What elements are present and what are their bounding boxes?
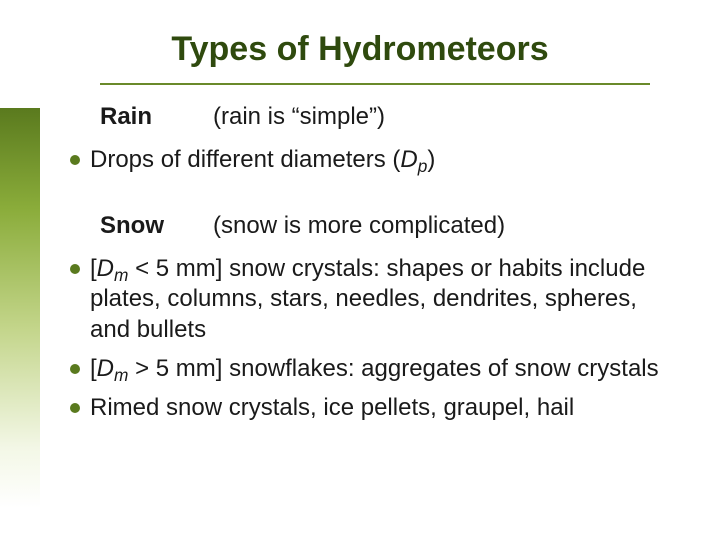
bullet-text: [Dm < 5 mm] snow crystals: shapes or hab… xyxy=(90,254,680,346)
slide-title: Types of Hydrometeors xyxy=(30,24,690,83)
bullet-subscript: m xyxy=(114,365,128,385)
bullet-subscript: p xyxy=(418,156,428,176)
bullet-item: [Dm < 5 mm] snow crystals: shapes or hab… xyxy=(70,254,680,346)
bullet-text: Rimed snow crystals, ice pellets, graupe… xyxy=(90,393,680,424)
bullet-prefix: [ xyxy=(90,255,97,282)
bullet-dot-icon xyxy=(70,155,80,165)
section-note: (snow is more complicated) xyxy=(213,212,505,240)
bullet-suffix: < 5 mm] snow crystals: shapes or habits … xyxy=(90,255,645,343)
bullet-text: [Dm > 5 mm] snowflakes: aggregates of sn… xyxy=(90,354,680,385)
bullet-suffix: ) xyxy=(427,146,435,173)
section-note: (rain is “simple”) xyxy=(213,103,385,131)
bullet-var: D xyxy=(97,355,114,382)
section-heading-snow: Snow (snow is more complicated) xyxy=(100,212,680,240)
bullet-suffix: > 5 mm] snowflakes: aggregates of snow c… xyxy=(128,355,658,382)
section-heading-rain: Rain (rain is “simple”) xyxy=(100,103,680,131)
slide-content: Rain (rain is “simple”) Drops of differe… xyxy=(30,85,690,423)
bullet-subscript: m xyxy=(114,265,128,285)
section-label: Snow xyxy=(100,212,175,240)
bullet-var: D xyxy=(400,146,417,173)
bullet-prefix: Drops of different diameters ( xyxy=(90,146,400,173)
bullet-item: [Dm > 5 mm] snowflakes: aggregates of sn… xyxy=(70,354,680,385)
bullet-dot-icon xyxy=(70,364,80,374)
bullet-item: Rimed snow crystals, ice pellets, graupe… xyxy=(70,393,680,424)
bullet-item: Drops of different diameters (Dp) xyxy=(70,145,680,176)
bullet-prefix: [ xyxy=(90,355,97,382)
bullet-dot-icon xyxy=(70,403,80,413)
bullet-text: Drops of different diameters (Dp) xyxy=(90,145,680,176)
section-snow: Snow (snow is more complicated) [Dm < 5 … xyxy=(100,212,680,424)
slide: Types of Hydrometeors Rain (rain is “sim… xyxy=(0,0,720,540)
section-label: Rain xyxy=(100,103,175,131)
bullet-prefix: Rimed snow crystals, ice pellets, graupe… xyxy=(90,394,574,421)
bullet-dot-icon xyxy=(70,264,80,274)
bullet-var: D xyxy=(97,255,114,282)
